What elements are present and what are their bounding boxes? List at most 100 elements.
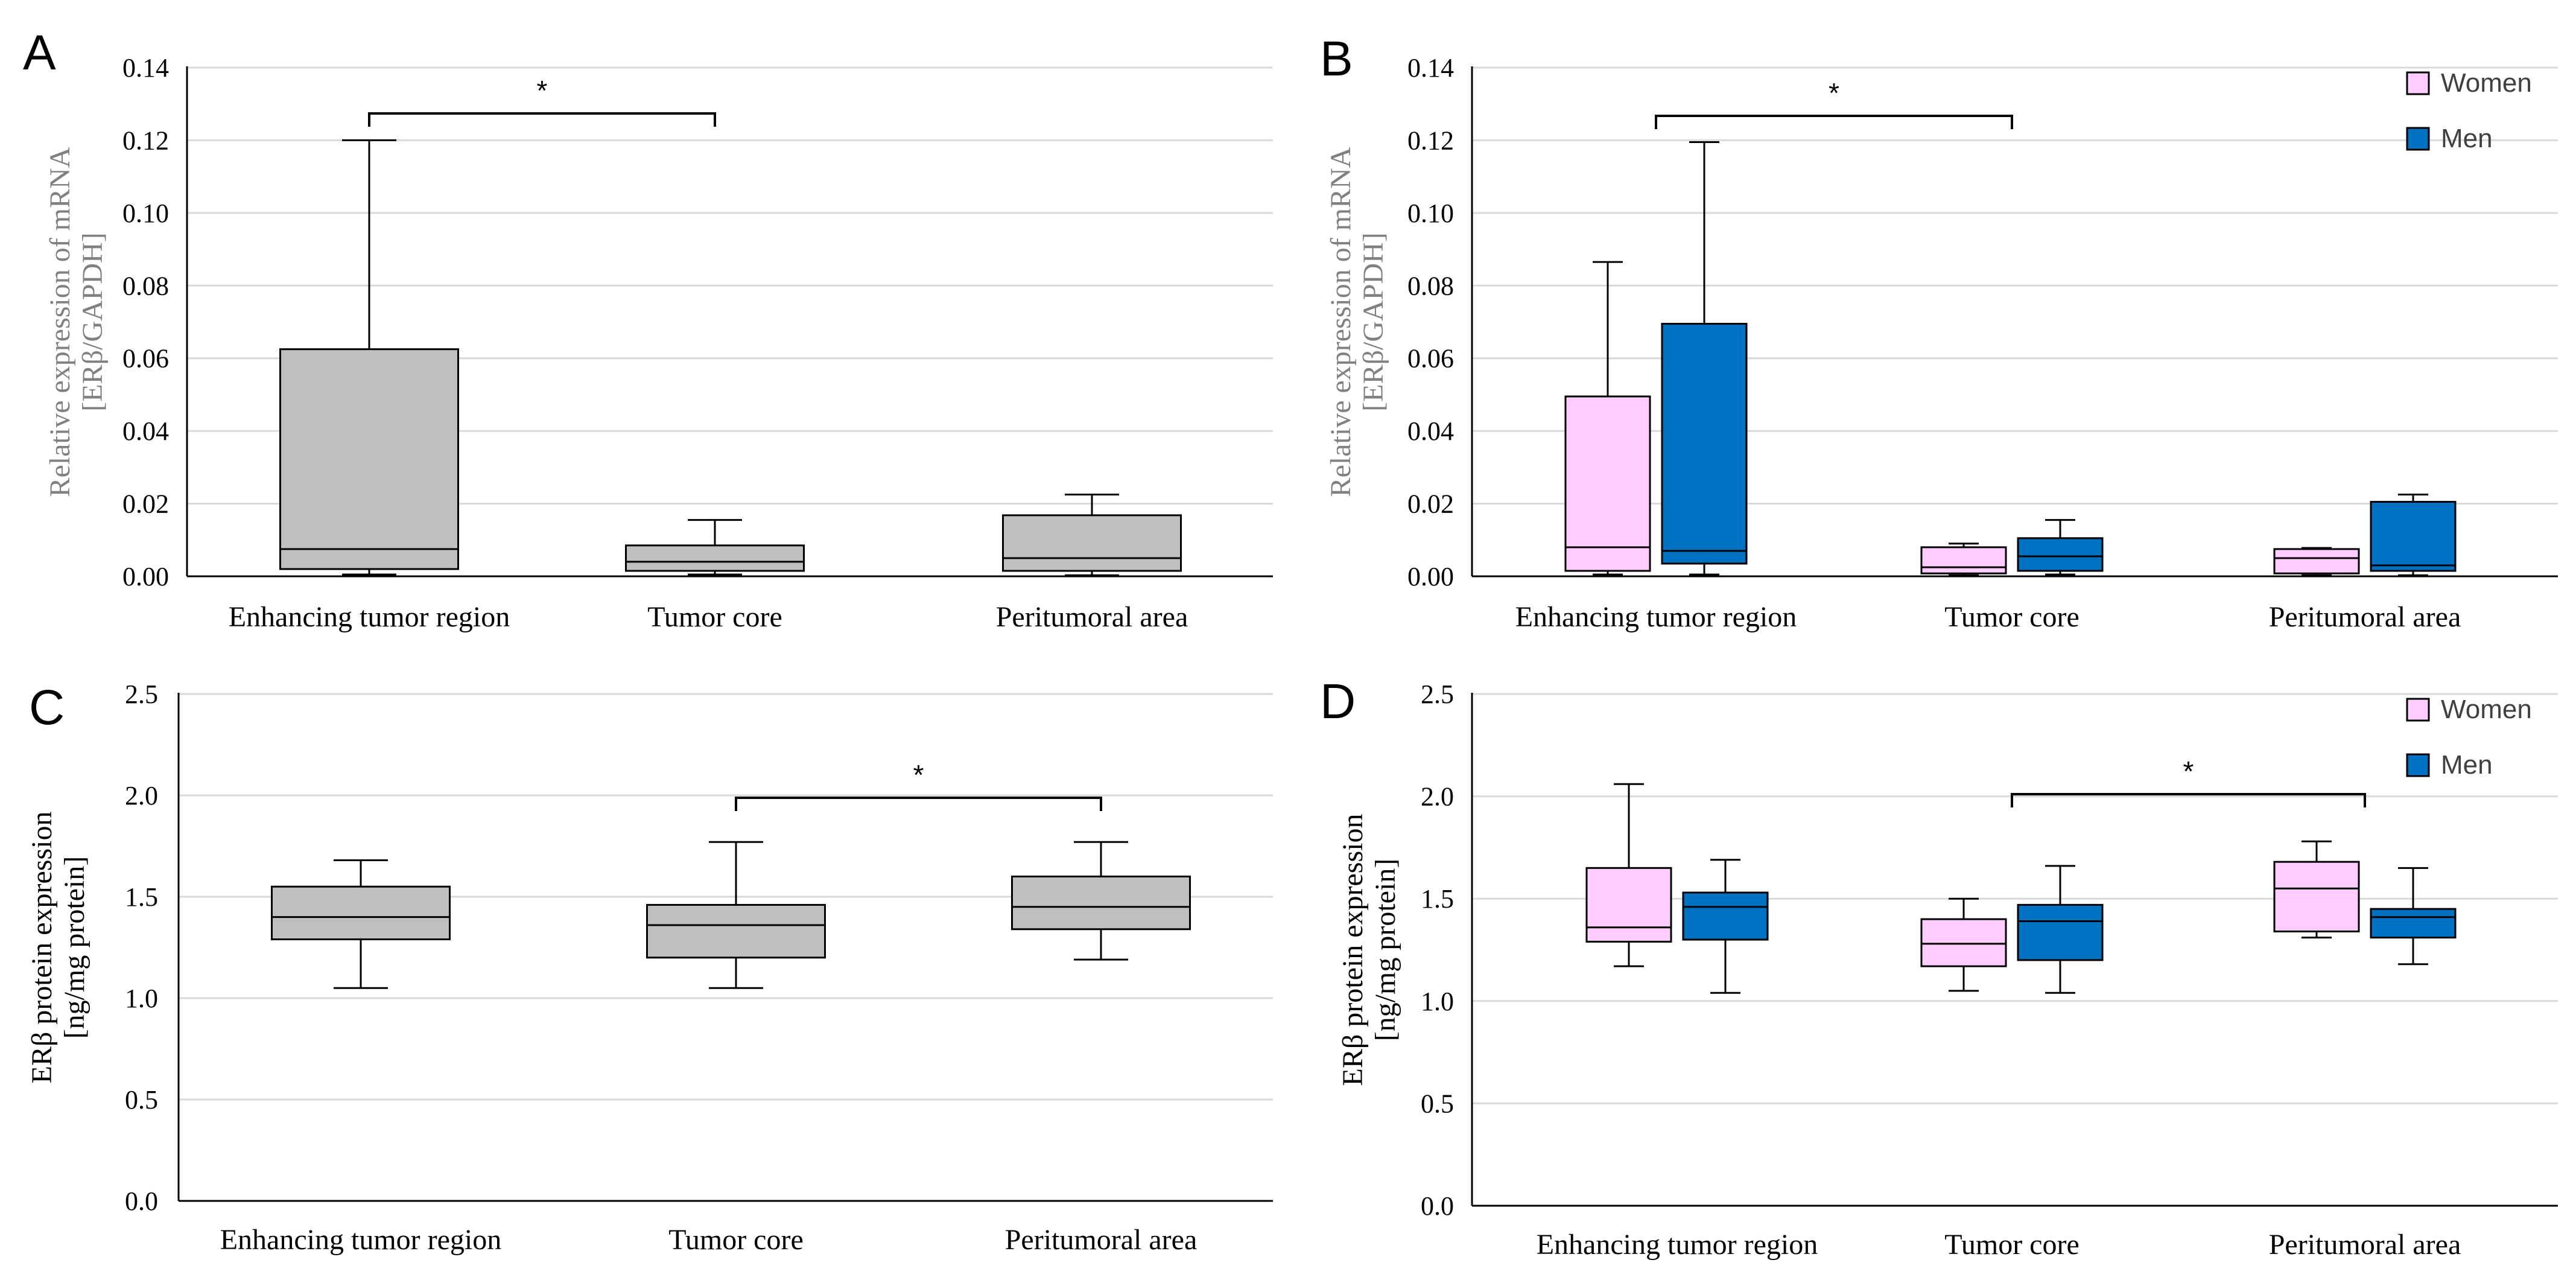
box-women-2 <box>2273 840 2360 939</box>
significance-star: * <box>537 75 548 106</box>
y-tick-label: 2.0 <box>125 781 158 810</box>
y-tick-label: 0.12 <box>122 126 169 155</box>
y-tick-label: 1.5 <box>1421 884 1454 914</box>
bracket-line <box>368 112 716 127</box>
legend-swatch-women <box>2406 71 2430 95</box>
y-axis-label-line: [ERβ/GAPDH] <box>1357 232 1389 411</box>
x-tick-label: Tumor core <box>647 601 782 633</box>
legend: Women Men <box>2406 68 2532 153</box>
y-tick-label: 0.06 <box>1407 344 1454 374</box>
y-tick-label: 0.0 <box>125 1186 158 1216</box>
legend-swatch-men <box>2406 127 2430 151</box>
bracket-line <box>735 797 1102 811</box>
y-axis-label: ERβ protein expression [ng/mg protein] <box>1337 813 1401 1086</box>
panel-letter: C <box>29 680 65 735</box>
x-tick-label: Enhancing tumor region <box>1537 1229 1818 1261</box>
y-axis-label-line: Relative expression of mRNA <box>44 147 76 497</box>
y-tick-label: 0.02 <box>1407 489 1454 519</box>
box-men-2 <box>2370 867 2457 966</box>
significance-star: * <box>2183 756 2194 787</box>
y-tick-label: 1.0 <box>125 984 158 1013</box>
box-iqr <box>646 903 826 959</box>
x-tick-label: Peritumoral area <box>1005 1224 1198 1256</box>
x-tick-label: Tumor core <box>1944 601 2080 633</box>
legend: Women Men <box>2406 695 2532 780</box>
y-tick-label: 0.02 <box>122 489 169 519</box>
y-tick-label: 0.10 <box>1407 199 1454 228</box>
y-axis-label: Relative expression of mRNA [ERβ/GAPDH] <box>1325 147 1389 497</box>
box-men-0 <box>1682 859 1769 994</box>
box-all-2 <box>1002 494 1182 576</box>
y-tick-label: 0.14 <box>1407 53 1454 83</box>
legend-label: Men <box>2441 124 2493 153</box>
box-all-1 <box>625 519 805 576</box>
y-axis-label: ERβ protein expression [ng/mg protein] <box>26 811 90 1083</box>
y-axis-label: Relative expression of mRNA [ERβ/GAPDH] <box>44 147 109 497</box>
y-tick-label: 0.08 <box>1407 271 1454 301</box>
y-tick-label: 2.0 <box>1421 782 1454 812</box>
significance-bracket: * <box>1655 77 2013 129</box>
y-tick-label: 1.0 <box>1421 987 1454 1016</box>
box-iqr <box>1011 875 1191 931</box>
bracket-line <box>2011 793 2366 807</box>
box-men-1 <box>2017 519 2104 576</box>
box-all-0 <box>279 139 459 576</box>
box-all-2 <box>1011 841 1191 961</box>
box-iqr <box>1661 323 1748 565</box>
box-iqr <box>2273 861 2360 932</box>
box-all-1 <box>646 841 826 989</box>
box-women-1 <box>1920 543 2007 576</box>
box-iqr <box>1585 867 1672 943</box>
y-tick-label: 0.00 <box>1407 562 1454 591</box>
panel-d: 0.0 0.5 1.0 1.5 2.0 2.5 ERβ protein expression… <box>1320 674 2558 1261</box>
box-all-0 <box>271 859 451 989</box>
y-axis-label-line: [ERβ/GAPDH] <box>77 232 109 411</box>
y-tick-label: 0.12 <box>1407 126 1454 155</box>
y-axis-label-line: Relative expression of mRNA <box>1325 147 1357 497</box>
panel-letter: B <box>1320 31 1353 86</box>
legend-label: Women <box>2441 695 2532 724</box>
legend-swatch-women <box>2406 698 2430 722</box>
significance-star: * <box>1829 77 1839 109</box>
significance-bracket: * <box>368 75 716 127</box>
box-iqr <box>2017 903 2104 961</box>
box-iqr <box>2017 537 2104 572</box>
panel-a: 0.00 0.02 0.04 0.06 0.08 0.10 0.12 0.14 Relative… <box>23 25 1273 633</box>
x-tick-label: Peritumoral area <box>2269 601 2461 633</box>
y-tick-label: 0.0 <box>1421 1191 1454 1221</box>
box-iqr <box>2370 501 2457 572</box>
y-axis-label-line: ERβ protein expression <box>26 811 58 1083</box>
legend-swatch-men <box>2406 753 2430 777</box>
significance-bracket: * <box>2011 756 2366 807</box>
y-axis-label-line: [ng/mg protein] <box>1369 859 1401 1042</box>
box-iqr <box>1002 514 1182 572</box>
box-women-0 <box>1585 783 1672 967</box>
box-women-0 <box>1564 261 1651 576</box>
bracket-line <box>1655 115 2013 129</box>
y-axis-label-line: ERβ protein expression <box>1337 813 1369 1086</box>
panel-letter: A <box>23 25 56 80</box>
y-tick-label: 2.5 <box>125 680 158 709</box>
box-women-1 <box>1920 897 2007 992</box>
x-tick-label: Tumor core <box>668 1224 804 1256</box>
x-tick-label: Peritumoral area <box>2269 1229 2461 1261</box>
y-axis-label-line: [ng/mg protein] <box>59 856 90 1039</box>
box-men-0 <box>1661 141 1748 576</box>
legend-label: Men <box>2441 750 2493 780</box>
significance-bracket: * <box>735 759 1102 811</box>
box-iqr <box>625 544 805 572</box>
box-iqr <box>2370 908 2457 939</box>
y-tick-label: 0.5 <box>125 1085 158 1115</box>
box-iqr <box>1682 891 1769 941</box>
y-tick-label: 0.14 <box>122 53 169 83</box>
x-tick-label: Tumor core <box>1944 1229 2080 1261</box>
y-tick-label: 0.10 <box>122 199 169 228</box>
y-tick-label: 2.5 <box>1421 680 1454 709</box>
box-iqr <box>1564 395 1651 572</box>
y-tick-label: 0.06 <box>122 344 169 374</box>
x-tick-label: Enhancing tumor region <box>229 601 510 633</box>
box-women-2 <box>2273 547 2360 576</box>
box-iqr <box>1920 546 2007 575</box>
y-tick-label: 0.04 <box>1407 416 1454 446</box>
panel-c: 0.0 0.5 1.0 1.5 2.0 2.5 ERβ protein expression… <box>26 680 1273 1256</box>
